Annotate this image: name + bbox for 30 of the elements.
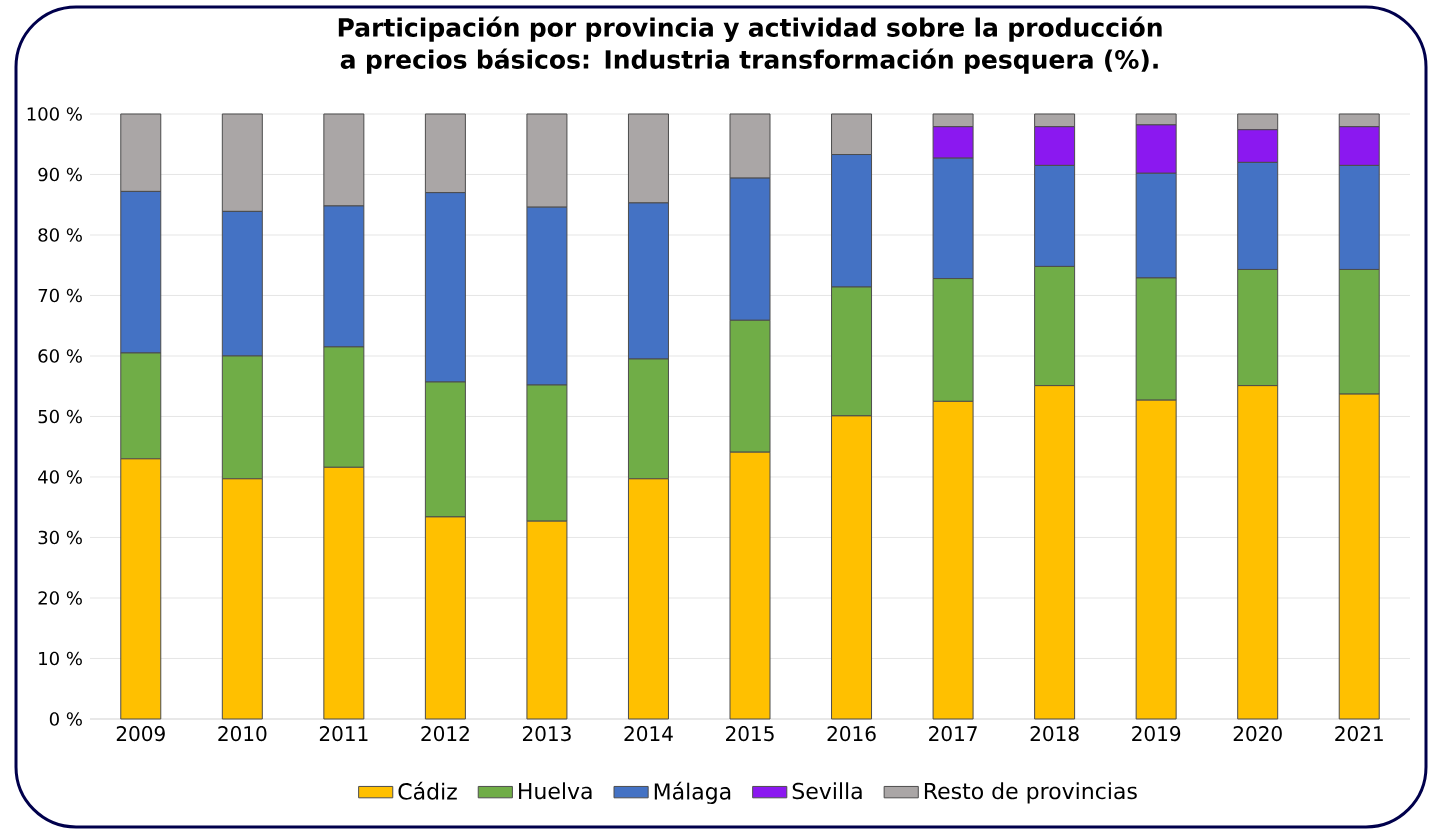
- legend-label: Resto de provincias: [924, 782, 1137, 804]
- y-tick-label: 70 %: [38, 288, 82, 303]
- x-tick-label: 2011: [319, 726, 368, 742]
- x-tick-label: 2016: [827, 726, 876, 742]
- y-tick-label: 0 %: [49, 712, 82, 726]
- y-tick-label: 100 %: [27, 107, 82, 121]
- x-tick-label: 2014: [624, 726, 673, 742]
- x-tick-label: 2019: [1132, 726, 1181, 742]
- legend-label: Huelva: [519, 782, 592, 800]
- x-tick-label: 2020: [1233, 726, 1282, 742]
- x-tick-label: 2017: [929, 726, 977, 742]
- x-tick-label: 2015: [726, 726, 774, 742]
- x-tick-label: 2018: [1030, 726, 1079, 742]
- x-tick-label: 2021: [1335, 726, 1383, 742]
- y-tick-label: 30 %: [38, 530, 82, 545]
- y-tick-label: 10 %: [39, 651, 82, 666]
- y-tick-label: 90 %: [38, 167, 82, 182]
- x-tick-label: 2009: [116, 726, 165, 742]
- y-tick-label: 80 %: [38, 228, 82, 242]
- x-tick-label: 2010: [218, 726, 267, 742]
- y-tick-label: 20 %: [38, 591, 82, 605]
- x-tick-label: 2012: [421, 726, 469, 742]
- chart-title: Participación por provincia y actividad sobre la producción a precios básicos: Industria transformación pesquera (%).: [338, 16, 1162, 74]
- y-tick-label: 50 %: [38, 409, 82, 424]
- y-tick-label: 40 %: [38, 470, 82, 484]
- legend-label: Málaga: [654, 781, 731, 805]
- legend-label: Sevilla: [792, 782, 862, 800]
- legend-label: Cádiz: [398, 781, 457, 800]
- x-tick-label: 2013: [522, 726, 571, 742]
- y-tick-label: 60 %: [38, 349, 82, 363]
